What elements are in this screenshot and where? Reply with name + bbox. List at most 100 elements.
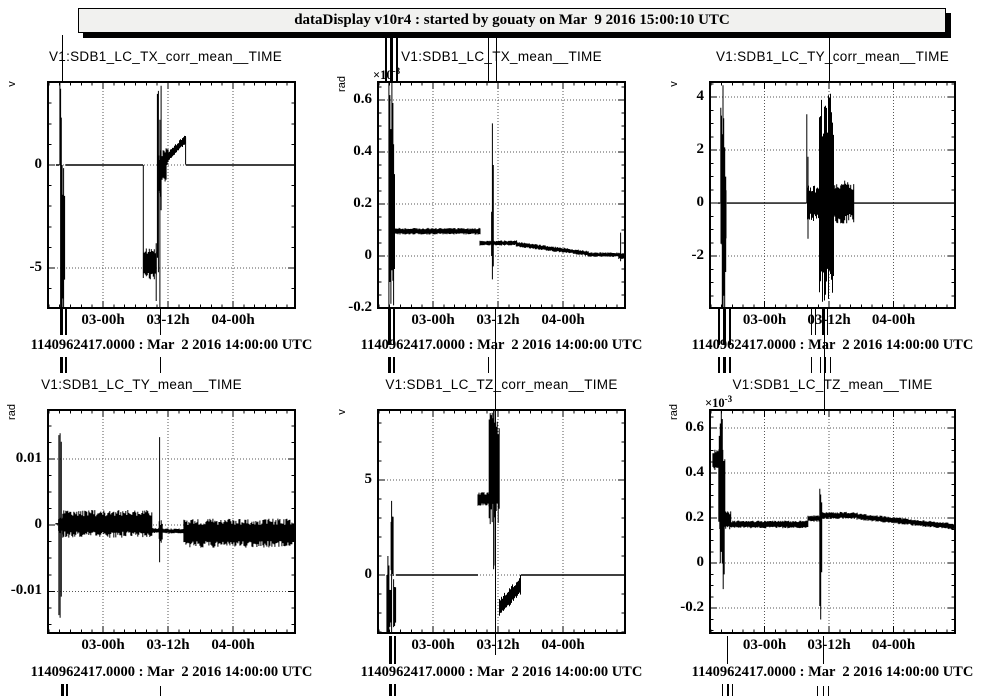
overflow-mark [385, 33, 387, 82]
x-tick-label: 03-12h [476, 312, 520, 328]
y-axis-unit-label: v [336, 409, 348, 415]
y-tick-label: 0 [34, 156, 43, 173]
plot-canvas[interactable] [47, 81, 296, 309]
exponent-base: ×10 [373, 68, 393, 83]
x-tick-label: 03-12h [476, 637, 520, 653]
overflow-mark [388, 309, 391, 345]
plot-title: V1:SDB1_LC_TY_mean__TIME [41, 377, 242, 392]
overflow-mark [822, 309, 824, 335]
x-tick-label: 03-12h [146, 312, 190, 328]
overflow-mark [396, 33, 398, 82]
plot-title: V1:SDB1_LC_TY_corr_mean__TIME [715, 49, 950, 64]
plot-canvas[interactable] [709, 409, 956, 634]
y-tick-label: 5 [364, 470, 373, 487]
y-tick-label: 0 [696, 194, 705, 211]
overflow-mark [729, 309, 731, 345]
overflow-mark [62, 35, 63, 82]
y-tick-label: 2 [696, 141, 705, 158]
overflow-mark [811, 357, 812, 373]
y-tick-label: -2 [691, 247, 705, 264]
overflow-mark [820, 357, 821, 373]
plot-title: V1:SDB1_LC_TX_corr_mean__TIME [48, 49, 283, 64]
plot-canvas[interactable] [47, 409, 296, 634]
y-axis-unit-label: rad [6, 404, 18, 420]
y-tick-label: 0.6 [685, 419, 704, 436]
overflow-mark [160, 357, 161, 373]
overflow-mark [727, 684, 729, 696]
overflow-mark [496, 37, 497, 82]
overflow-mark [718, 357, 720, 373]
overflow-mark [389, 636, 392, 664]
y-tick-label: 0 [364, 246, 373, 263]
y-tick-label: 0 [34, 516, 43, 533]
start-time-label: 1140962417.0000 : Mar 2 2016 14:00:00 UT… [691, 664, 974, 680]
overflow-mark [732, 684, 733, 696]
y-tick-label: 0.2 [353, 194, 372, 211]
overflow-mark [389, 684, 392, 696]
y-tick-label: 0.6 [353, 90, 372, 107]
x-tick-label: 04-00h [541, 312, 585, 328]
overflow-mark [65, 357, 67, 373]
x-tick-label: 04-00h [871, 312, 916, 328]
plot-canvas[interactable] [709, 81, 956, 309]
x-tick-label: 03-00h [81, 312, 125, 328]
overflow-mark [393, 309, 395, 345]
y-tick-label: -0.01 [10, 582, 42, 599]
x-tick-label: 03-12h [146, 637, 190, 653]
overflow-mark [66, 684, 68, 696]
y-tick-label: -0.2 [348, 299, 372, 315]
overflow-mark [817, 686, 818, 696]
overflow-mark [388, 357, 391, 373]
overflow-mark [160, 686, 161, 696]
start-time-label: 1140962417.0000 : Mar 2 2016 14:00:00 UT… [360, 664, 643, 680]
y-tick-label: 0.2 [685, 509, 704, 526]
x-tick-label: 03-00h [742, 312, 787, 328]
plot-canvas[interactable] [377, 81, 626, 309]
y-tick-label: 0.01 [15, 449, 42, 466]
y-tick-label: 0 [696, 554, 705, 571]
overflow-mark [811, 309, 812, 335]
x-tick-label: 03-00h [411, 637, 455, 653]
overflow-mark [825, 357, 826, 373]
overflow-mark [830, 357, 831, 373]
overflow-mark [827, 309, 828, 335]
overflow-mark [718, 309, 720, 345]
x-tick-label: 04-00h [211, 312, 255, 328]
overflow-mark [60, 357, 63, 373]
x-tick-label: 03-00h [81, 637, 125, 653]
overflow-mark [160, 309, 161, 335]
overflow-mark [495, 309, 496, 655]
overflow-mark [488, 37, 489, 82]
overflow-mark [394, 684, 396, 696]
y-axis-exponent-label: ×10-3 [705, 394, 732, 411]
y-tick-label: 4 [696, 88, 705, 105]
overflow-mark [829, 35, 830, 82]
x-tick-label: 03-12h [807, 312, 851, 328]
overflow-mark [390, 33, 393, 82]
start-time-label: 1140962417.0000 : Mar 2 2016 14:00:00 UT… [30, 664, 313, 680]
overflow-mark [60, 309, 63, 335]
x-tick-label: 03-00h [411, 312, 455, 328]
x-tick-label: 03-12h [807, 637, 851, 653]
overflow-mark [815, 309, 816, 335]
plot-title: V1:SDB1_LC_TZ_corr_mean__TIME [385, 377, 618, 392]
x-tick-label: 04-00h [541, 637, 585, 653]
overflow-mark [65, 309, 67, 335]
y-tick-label: -5 [29, 259, 43, 276]
overflow-mark [393, 357, 395, 373]
plot-title: V1:SDB1_LC_TZ_mean__TIME [732, 377, 933, 392]
overflow-mark [488, 357, 489, 373]
start-time-label: 1140962417.0000 : Mar 2 2016 14:00:00 UT… [360, 337, 643, 353]
exponent-base: ×10 [705, 396, 725, 411]
y-axis-unit-label: v [6, 81, 18, 87]
y-tick-label: 0.4 [685, 464, 704, 481]
start-time-label: 1140962417.0000 : Mar 2 2016 14:00:00 UT… [30, 337, 313, 353]
plot-title: V1:SDB1_LC_TX_mean__TIME [401, 49, 602, 64]
window-title-bar: dataDisplay v10r4 : started by gouaty on… [78, 8, 946, 33]
y-tick-label: -0.2 [680, 599, 704, 616]
plot-canvas[interactable] [377, 409, 626, 634]
x-tick-label: 04-00h [871, 637, 916, 653]
overflow-mark [823, 686, 824, 696]
x-tick-label: 04-00h [211, 637, 255, 653]
